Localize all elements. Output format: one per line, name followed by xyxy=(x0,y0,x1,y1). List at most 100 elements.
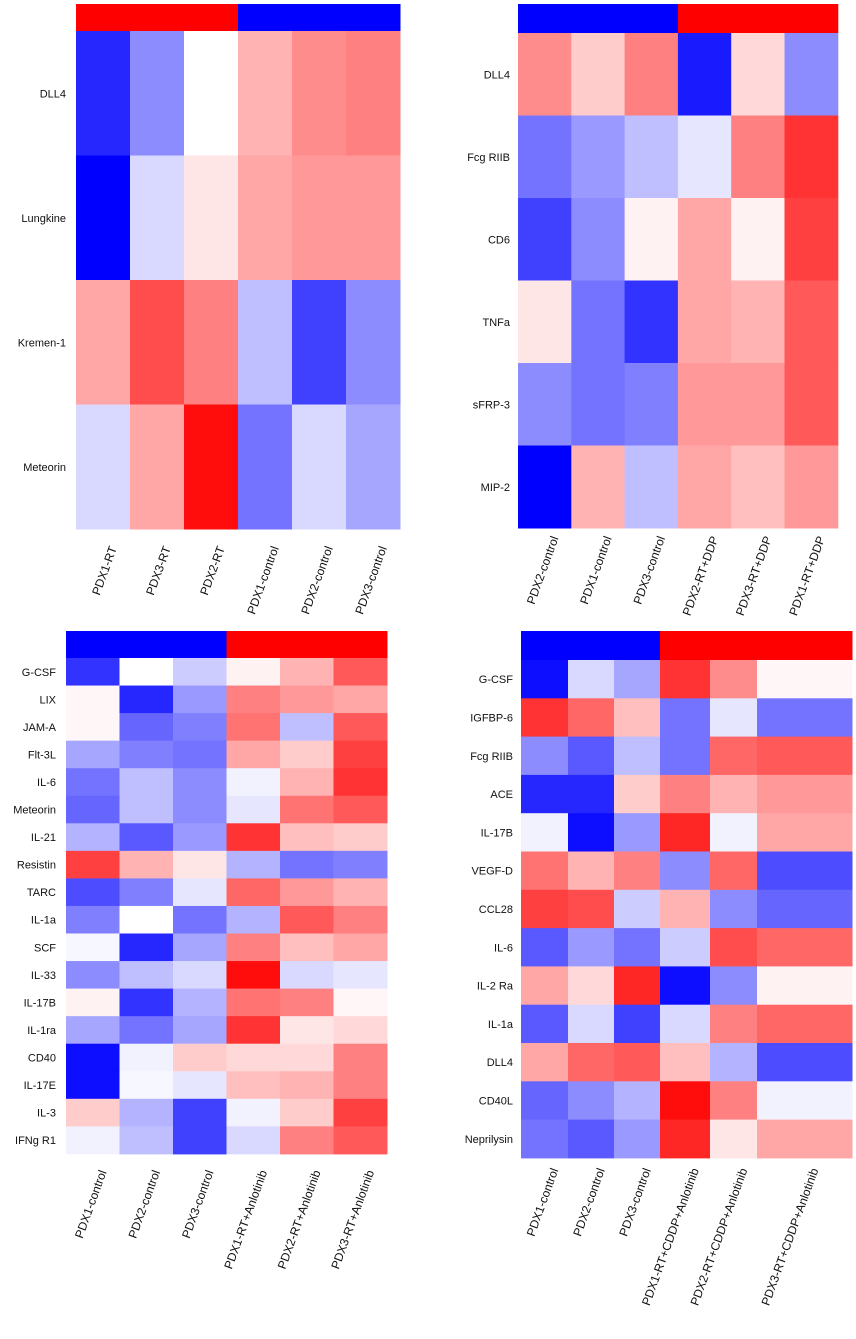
column-label: PDX3-control xyxy=(179,1168,217,1240)
column-label: PDX1-RT+DDP xyxy=(786,534,828,617)
heatmap-cell xyxy=(66,658,120,687)
heatmap-cell xyxy=(173,823,227,852)
heatmap-cell xyxy=(757,813,853,852)
row-label: ACE xyxy=(490,789,513,801)
heatmap-cell xyxy=(757,966,853,1006)
heatmap-cell xyxy=(119,1071,174,1100)
heatmap-cell xyxy=(119,768,174,797)
heatmap-cell xyxy=(119,961,174,990)
heatmap-cell xyxy=(333,850,388,879)
heatmap-cell xyxy=(521,1004,569,1044)
group-bar-segment xyxy=(280,631,334,658)
heatmap-cell xyxy=(757,1081,853,1121)
heatmap-cell xyxy=(710,1081,758,1121)
heatmap-cell xyxy=(624,198,679,281)
row-label: DLL4 xyxy=(40,88,66,100)
heatmap-panel-rt-vs-control: DLL4 Lungkine Kremen-1 Meteorin PDX1-RT PDX3-… xyxy=(18,4,401,616)
heatmap-cell xyxy=(130,404,185,530)
heatmap-cell xyxy=(333,878,388,907)
heatmap-cell xyxy=(184,404,239,530)
heatmap-cell xyxy=(280,768,334,797)
row-label: VEGF-D xyxy=(471,866,513,878)
heatmap-cell xyxy=(333,933,388,962)
row-label: Resistin xyxy=(17,860,56,872)
group-bar-segment xyxy=(521,631,569,660)
heatmap-cell xyxy=(76,280,131,405)
heatmap-cell xyxy=(238,404,293,530)
heatmap-cell xyxy=(614,1004,661,1044)
heatmap-cell xyxy=(710,1004,758,1044)
heatmap-cell xyxy=(119,823,174,852)
heatmap-cell xyxy=(226,658,281,687)
row-label: G-CSF xyxy=(479,674,514,686)
heatmap-cell xyxy=(614,928,661,967)
heatmap-cell xyxy=(173,1071,227,1100)
heatmap-cell xyxy=(568,1081,615,1121)
heatmap-cell xyxy=(731,445,785,529)
group-bar-segment xyxy=(226,631,281,658)
heatmap-cell xyxy=(660,1081,711,1121)
heatmap-cell xyxy=(568,813,615,852)
heatmap-cell xyxy=(333,988,388,1017)
column-label: PDX3-control xyxy=(631,534,669,606)
heatmap-cell xyxy=(757,851,853,891)
heatmap-cell xyxy=(571,115,626,199)
heatmap-cell xyxy=(130,31,185,156)
row-label: CD6 xyxy=(488,234,510,246)
heatmap-cell xyxy=(346,155,401,281)
heatmap-cell xyxy=(66,878,120,907)
heatmap-cell xyxy=(173,768,227,797)
heatmap-cell xyxy=(518,115,572,199)
heatmap-cell xyxy=(731,33,785,116)
heatmap-cell xyxy=(292,280,347,405)
group-bar-segment xyxy=(710,631,758,660)
heatmap-cell xyxy=(66,713,120,742)
column-label: PDX3-control xyxy=(616,1166,654,1238)
heatmap-cell xyxy=(280,1098,334,1127)
heatmap-cell xyxy=(119,1016,174,1045)
heatmap-cell xyxy=(66,933,120,962)
heatmap-cell xyxy=(119,933,174,962)
heatmap-cell xyxy=(173,905,227,934)
heatmap-cell xyxy=(568,966,615,1006)
heatmap-cell xyxy=(518,198,572,281)
heatmap-cell xyxy=(119,685,174,714)
heatmap-cell xyxy=(614,698,661,738)
heatmap-cell xyxy=(280,1126,334,1155)
heatmap-cell xyxy=(280,1071,334,1100)
heatmap-cell xyxy=(173,933,227,962)
heatmap-cell xyxy=(568,928,615,967)
heatmap-cell xyxy=(521,1119,569,1159)
heatmap-cell xyxy=(173,713,227,742)
heatmap-cell xyxy=(784,115,839,199)
heatmap-cell xyxy=(757,928,853,967)
heatmap-cell xyxy=(173,795,227,824)
heatmap-cell xyxy=(710,889,758,929)
group-bar-segment xyxy=(119,631,174,658)
heatmap-cell xyxy=(521,774,569,814)
heatmap-cell xyxy=(238,280,293,405)
heatmap-cell xyxy=(333,795,388,824)
heatmap-cell xyxy=(280,878,334,907)
heatmap-cell xyxy=(568,698,615,738)
heatmap-cell xyxy=(710,813,758,852)
heatmap-cell xyxy=(346,31,401,156)
heatmap-cell xyxy=(280,933,334,962)
group-bar-segment xyxy=(76,4,131,31)
heatmap-panel-rt-ddp-vs-control: DLL4 Fcg RIIB CD6 TNFa sFRP-3 MIP-2 PDX2-contr… xyxy=(467,4,839,617)
group-bar-segment xyxy=(784,4,839,33)
heatmap-cell xyxy=(624,363,679,446)
group-bar-segment xyxy=(568,631,615,660)
row-label: IL-17B xyxy=(481,827,513,839)
heatmap-cell xyxy=(784,363,839,446)
heatmap-cell xyxy=(346,280,401,405)
heatmap-cell xyxy=(571,363,626,446)
column-label: PDX2-control xyxy=(524,534,562,606)
heatmap-cell xyxy=(624,280,679,364)
heatmap-cell xyxy=(173,685,227,714)
heatmap-cell xyxy=(521,660,569,699)
heatmap-cell xyxy=(568,1043,615,1082)
column-label: PDX3-RT+DDP xyxy=(733,534,775,617)
heatmap-cell xyxy=(184,280,239,405)
heatmap-cell xyxy=(280,713,334,742)
